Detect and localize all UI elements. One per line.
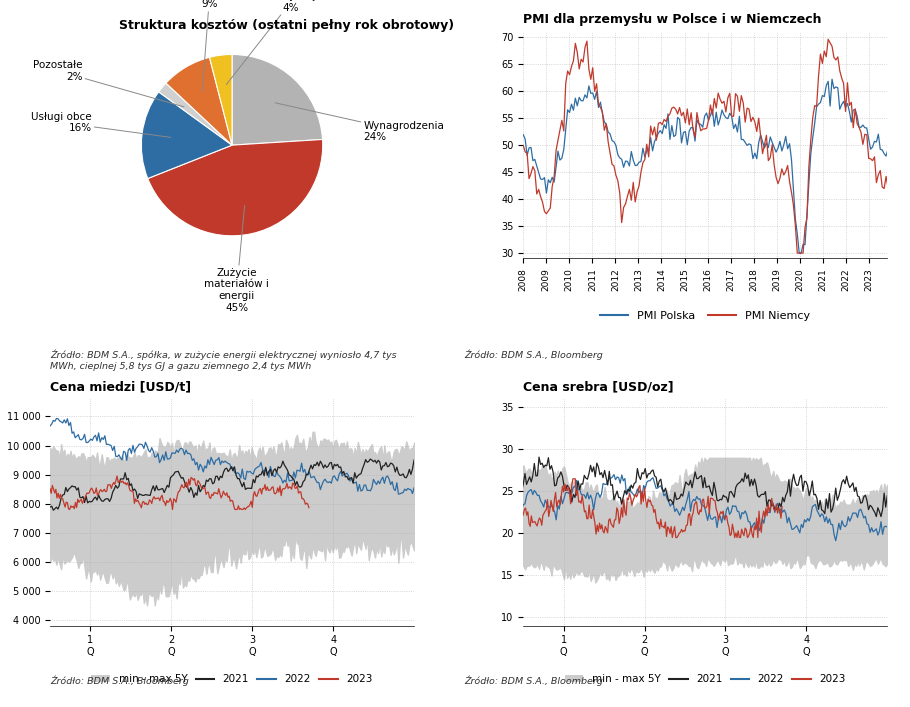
2022: [478, 498, 489, 507]
2021: [527, 472, 538, 480]
Text: Amortyzacja
4%: Amortyzacja 4%: [227, 0, 324, 85]
2022: [830, 537, 841, 545]
2022: [526, 485, 537, 493]
2021: [871, 513, 882, 521]
2023: [248, 491, 258, 499]
2022: [805, 512, 816, 520]
2023: [292, 481, 303, 490]
2021: [479, 450, 490, 458]
Line: 2023: 2023: [483, 479, 782, 537]
2021: [391, 463, 402, 472]
Text: PMI dla przemysłu w Polsce i w Niemczech: PMI dla przemysłu w Polsce i w Niemczech: [523, 13, 822, 26]
2021: [649, 472, 660, 480]
2022: [51, 414, 62, 423]
2022: [409, 484, 420, 492]
2023: [47, 481, 58, 490]
2023: [491, 474, 502, 483]
Text: Usługi obce
16%: Usługi obce 16%: [31, 112, 171, 137]
2021: [409, 456, 420, 464]
2021: [5, 506, 15, 515]
2022: [54, 416, 65, 425]
2021: [882, 491, 893, 500]
2022: [609, 470, 620, 479]
Text: Źródło: BDM S.A., Bloomberg: Źródło: BDM S.A., Bloomberg: [50, 675, 188, 686]
Text: Źródło: BDM S.A., Bloomberg: Źródło: BDM S.A., Bloomberg: [464, 675, 602, 686]
Text: Cena miedzi [USD/t]: Cena miedzi [USD/t]: [50, 380, 191, 394]
2023: [131, 497, 142, 506]
2021: [53, 505, 64, 513]
Text: Towary
9%: Towary 9%: [191, 0, 228, 92]
2023: [776, 503, 787, 511]
2023: [478, 500, 489, 508]
2023: [40, 482, 51, 491]
Wedge shape: [141, 92, 232, 179]
Text: Źródło: BDM S.A., spółka, w zużycie energii elektrycznej wyniosło 4,7 tys
MWh, c: Źródło: BDM S.A., spółka, w zużycie ener…: [50, 350, 397, 371]
2022: [332, 477, 343, 485]
2022: [391, 479, 402, 487]
2023: [667, 533, 678, 542]
2021: [330, 462, 341, 470]
2023: [5, 484, 15, 492]
Wedge shape: [166, 57, 232, 145]
2022: [866, 523, 877, 532]
2022: [649, 479, 660, 487]
2021: [365, 455, 376, 463]
2022: [176, 444, 187, 452]
Line: 2022: 2022: [10, 419, 414, 494]
2022: [535, 496, 546, 505]
2023: [133, 496, 144, 505]
Text: Źródło: BDM S.A., Bloomberg: Źródło: BDM S.A., Bloomberg: [464, 350, 602, 361]
2022: [175, 445, 186, 453]
Line: 2021: 2021: [483, 454, 887, 517]
2023: [721, 512, 732, 520]
2022: [64, 421, 75, 430]
Legend: PMI Polska, PMI Niemcy: PMI Polska, PMI Niemcy: [596, 307, 814, 325]
Legend: min - max 5Y, 2021, 2022, 2023: min - max 5Y, 2021, 2022, 2023: [87, 670, 377, 689]
Wedge shape: [147, 139, 323, 236]
2023: [303, 503, 314, 512]
2021: [805, 486, 816, 494]
2021: [175, 471, 186, 479]
2022: [5, 435, 15, 443]
2021: [62, 487, 73, 496]
Wedge shape: [158, 83, 232, 145]
2023: [604, 515, 615, 523]
2022: [882, 522, 893, 531]
Text: Struktura kosztów (ostatni pełny rok obrotowy): Struktura kosztów (ostatni pełny rok obr…: [118, 19, 454, 32]
Text: Wynagrodzenia
24%: Wynagrodzenia 24%: [275, 103, 444, 142]
Legend: min - max 5Y, 2021, 2022, 2023: min - max 5Y, 2021, 2022, 2023: [561, 670, 850, 689]
2023: [765, 503, 776, 511]
2021: [173, 467, 184, 476]
2021: [478, 462, 489, 471]
Line: 2022: 2022: [483, 474, 887, 541]
Text: Zużycie
materiałów i
energii
45%: Zużycie materiałów i energii 45%: [204, 206, 269, 312]
2021: [537, 459, 548, 467]
Wedge shape: [232, 54, 322, 145]
2021: [648, 466, 659, 474]
Line: 2021: 2021: [10, 459, 414, 510]
2023: [514, 489, 525, 498]
Wedge shape: [209, 54, 232, 145]
Line: 2023: 2023: [10, 476, 308, 510]
2023: [521, 511, 532, 520]
2023: [65, 506, 76, 514]
2022: [393, 490, 404, 498]
2021: [864, 501, 875, 510]
Text: Pozostałe
2%: Pozostałe 2%: [33, 60, 184, 107]
Text: Cena srebra [USD/oz]: Cena srebra [USD/oz]: [523, 380, 674, 394]
2022: [648, 474, 659, 482]
2023: [112, 472, 123, 480]
2023: [603, 516, 614, 525]
